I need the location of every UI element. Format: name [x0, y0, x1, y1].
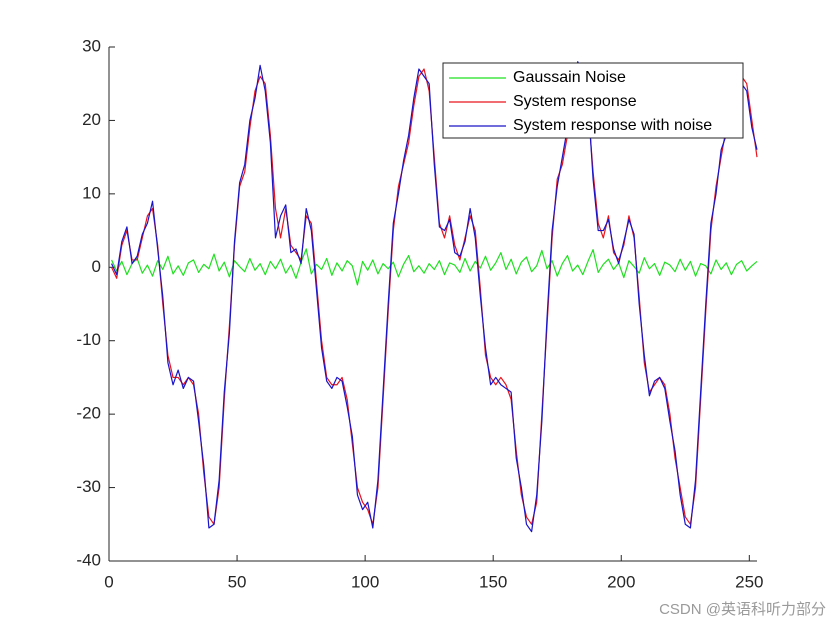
y-tick-label: -30: [76, 477, 101, 496]
x-tick-label: 0: [104, 572, 113, 591]
y-tick-label: -40: [76, 550, 101, 569]
legend-label: Gaussain Noise: [513, 69, 626, 86]
x-tick-label: 250: [735, 572, 763, 591]
series-line: [111, 248, 758, 286]
y-tick-label: -10: [76, 330, 101, 349]
legend-label: System response: [513, 93, 637, 110]
series-line: [111, 61, 758, 533]
y-tick-label: 30: [82, 36, 101, 55]
y-tick-label: 10: [82, 183, 101, 202]
x-tick-label: 200: [607, 572, 635, 591]
x-tick-label: 100: [351, 572, 379, 591]
watermark: CSDN @英语科听力部分: [659, 600, 826, 618]
legend-label: System response with noise: [513, 117, 712, 134]
y-tick-label: 20: [82, 110, 101, 129]
x-tick-label: 50: [228, 572, 247, 591]
y-tick-label: 0: [92, 257, 101, 276]
x-tick-label: 150: [479, 572, 507, 591]
y-tick-label: -20: [76, 404, 101, 423]
